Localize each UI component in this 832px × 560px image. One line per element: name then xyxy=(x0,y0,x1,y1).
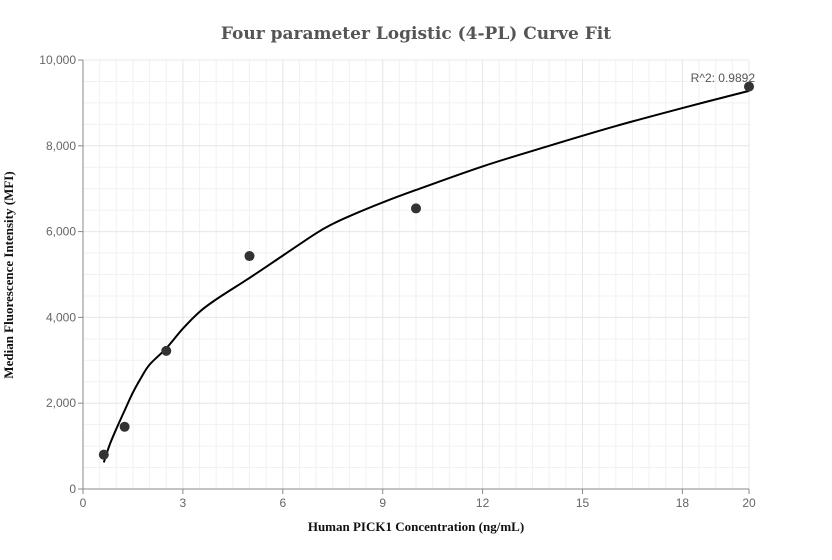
x-tick-label: 6 xyxy=(279,496,286,510)
data-point xyxy=(161,345,172,356)
y-tick-label: 0 xyxy=(69,482,76,496)
x-tick-label: 18 xyxy=(676,496,690,510)
data-point xyxy=(411,203,421,214)
x-axis-label: Human PICK1 Concentration (ng/mL) xyxy=(308,519,524,534)
x-tick-label: 9 xyxy=(379,496,386,510)
chart-title: Four parameter Logistic (4-PL) Curve Fit xyxy=(221,24,611,44)
x-tick-label: 12 xyxy=(476,496,490,510)
axes xyxy=(82,60,749,490)
data-point xyxy=(119,421,130,432)
x-tick-label: 3 xyxy=(180,496,187,510)
r-squared-annotation: R^2: 0.9892 xyxy=(691,71,756,85)
data-point xyxy=(98,449,109,460)
y-tick-label: 4,000 xyxy=(46,310,76,324)
y-tick-label: 10,000 xyxy=(39,53,76,67)
data-point xyxy=(744,81,754,92)
x-tick-label: 0 xyxy=(80,496,87,510)
x-tick-label: 20 xyxy=(742,496,756,510)
y-tick-label: 2,000 xyxy=(46,396,76,410)
y-ticks: 0 2,000 4,000 6,000 8,000 10,000 xyxy=(39,53,83,496)
fit-curve xyxy=(102,89,750,463)
x-tick-label: 15 xyxy=(576,496,590,510)
grid xyxy=(82,59,750,490)
data-points xyxy=(98,81,754,460)
y-tick-label: 8,000 xyxy=(46,139,76,153)
y-axis-label: Median Fluorescence Intensity (MFI) xyxy=(1,171,16,378)
data-point xyxy=(244,251,255,262)
y-tick-label: 6,000 xyxy=(46,225,76,239)
x-ticks: 0 3 6 9 12 15 18 20 xyxy=(80,489,756,510)
